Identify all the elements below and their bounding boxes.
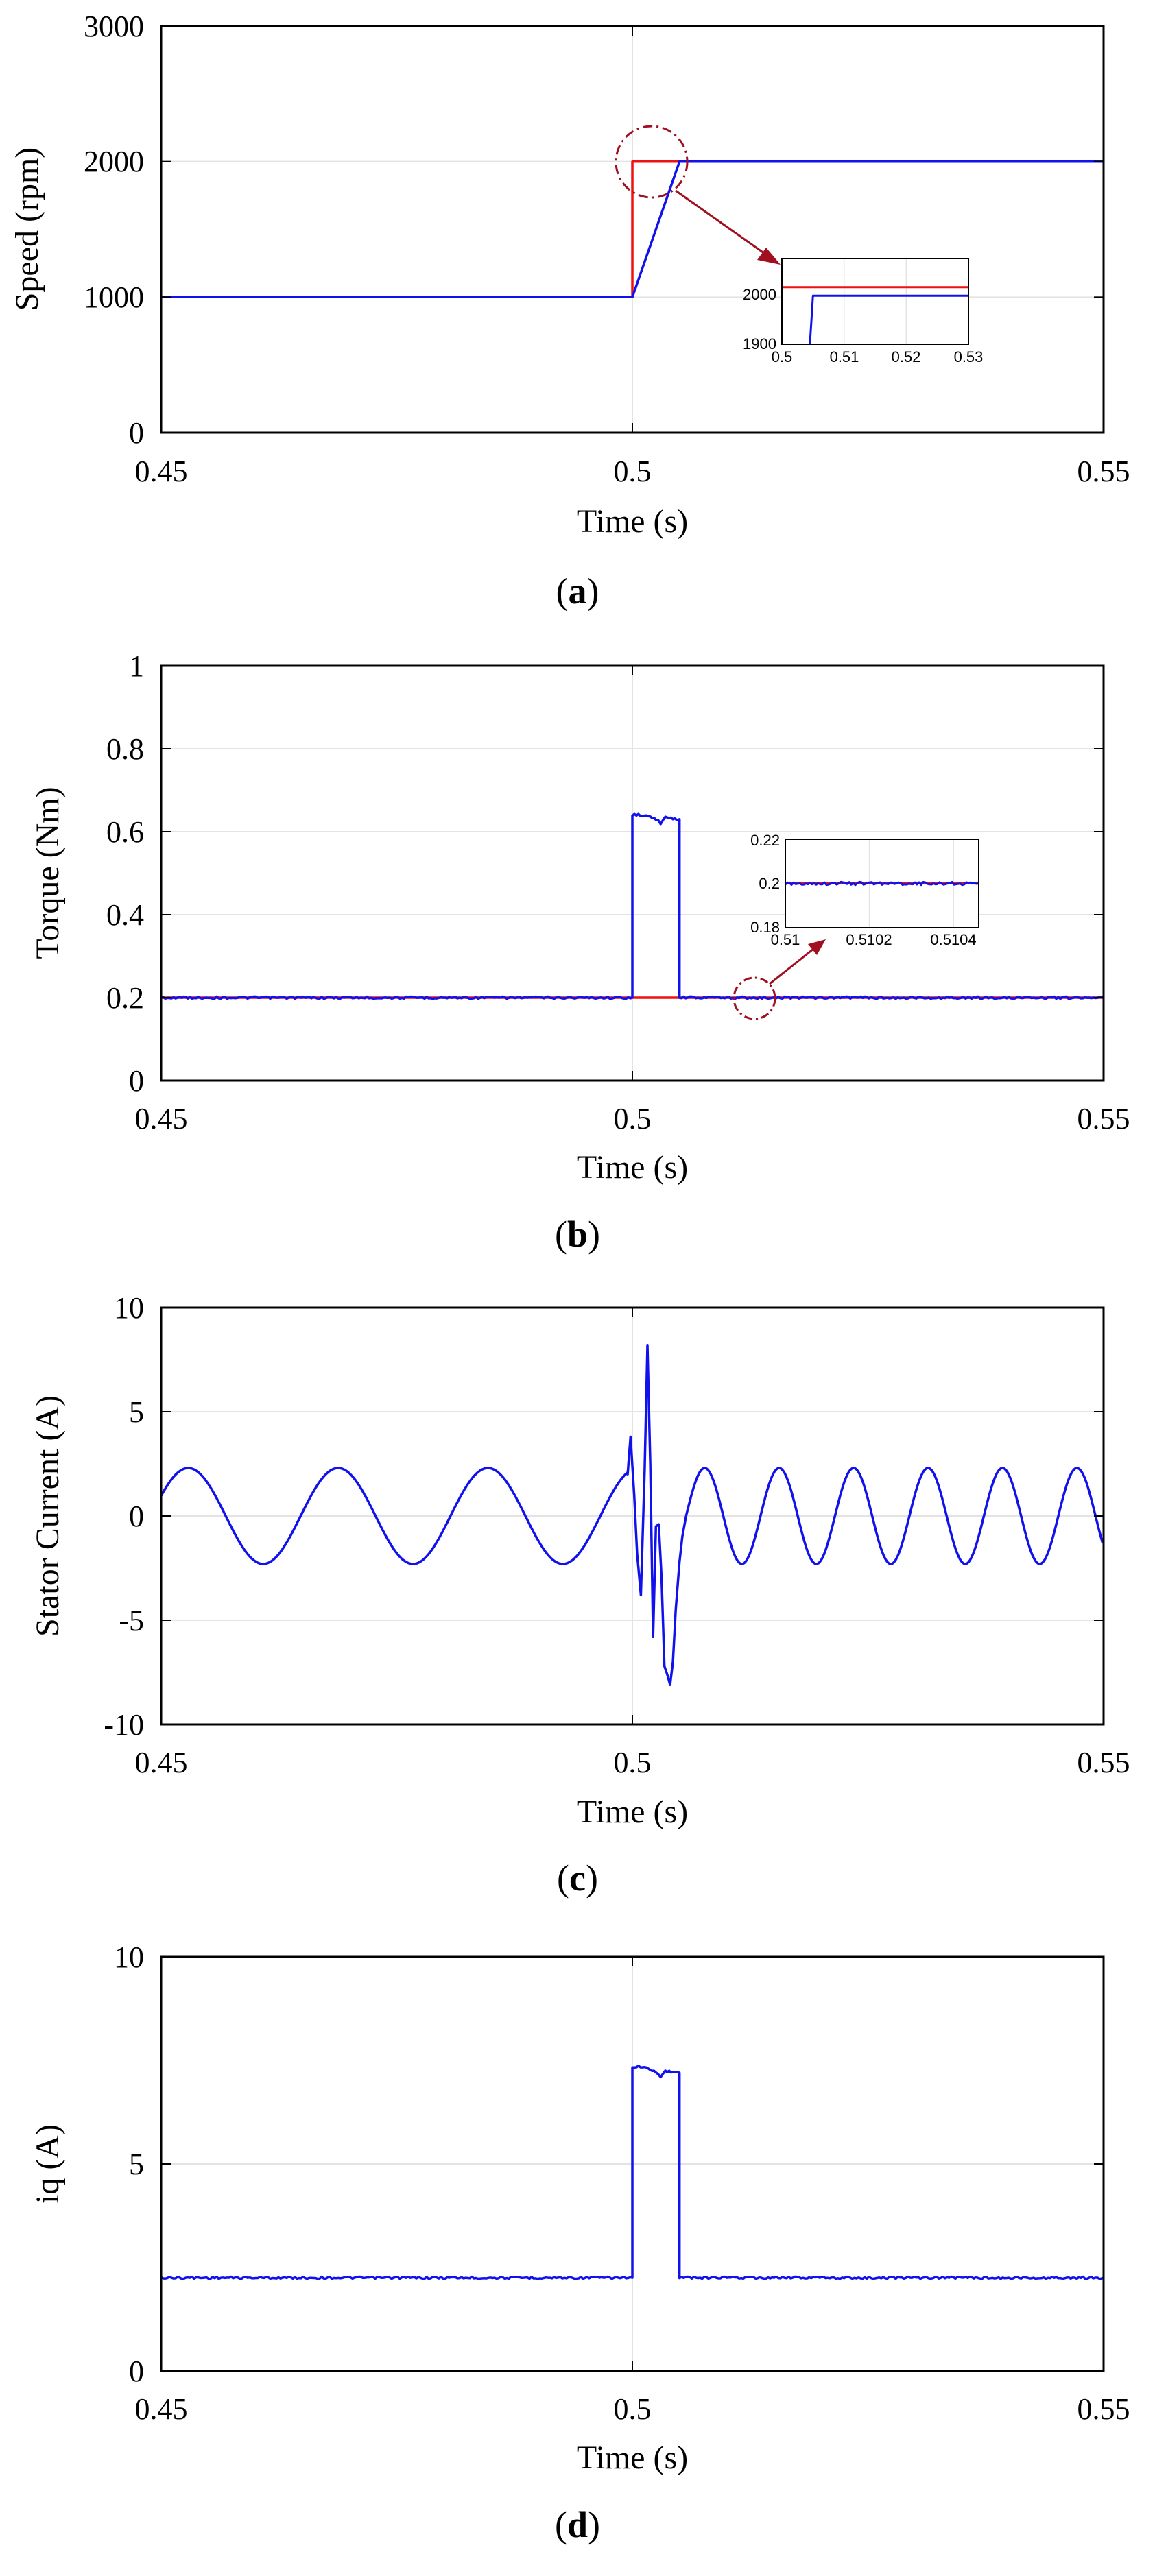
series-line-actual xyxy=(160,1343,1104,1686)
inset-x-tick-label: 0.51 xyxy=(771,931,800,948)
panel-a-speed: 0 1000 2000 3000 0.45 0.5 0.55 Time (s) … xyxy=(9,10,1130,612)
series-line-actual xyxy=(161,160,1104,299)
zoom-arrowhead xyxy=(808,939,826,955)
panel-caption-letter: a xyxy=(569,570,587,612)
y-tick-label: 1000 xyxy=(84,280,144,314)
x-tick-label: 0.55 xyxy=(1077,1746,1130,1779)
y-tick-label: 0.2 xyxy=(106,981,144,1015)
y-tick-label: -10 xyxy=(104,1708,144,1742)
panel-caption-letter: d xyxy=(567,2504,588,2545)
axis-ticks xyxy=(160,25,1104,433)
y-tick-label: 3000 xyxy=(84,10,144,43)
zoom-arrow xyxy=(675,189,767,256)
y-axis-label: Stator Current (A) xyxy=(29,1395,66,1637)
axis-ticks xyxy=(160,1956,1104,2372)
zoom-callout xyxy=(615,125,781,265)
inset-x-tick-label: 0.53 xyxy=(954,348,984,365)
inset-series-group xyxy=(781,286,968,345)
inset-series-line-actual xyxy=(809,294,968,345)
x-tick-label: 0.45 xyxy=(135,1102,188,1135)
panel-caption-letter: c xyxy=(569,1857,586,1899)
panel-caption: (d) xyxy=(555,2504,600,2545)
series-group xyxy=(160,1343,1104,1686)
series-group xyxy=(160,812,1104,1000)
zoom-circle xyxy=(615,125,689,199)
grid xyxy=(160,1307,1104,1725)
x-tick-label: 0.55 xyxy=(1077,455,1130,488)
zoom-arrowhead xyxy=(757,248,781,265)
y-tick-label: 0 xyxy=(129,1500,144,1533)
y-tick-label: 10 xyxy=(114,1291,144,1325)
inset-y-tick-label: 0.2 xyxy=(759,875,780,892)
y-axis-label: Torque (Nm) xyxy=(29,786,66,959)
axis-ticks xyxy=(160,1307,1104,1725)
inset-y-tick-label: 0.18 xyxy=(750,919,780,936)
x-tick-label: 0.5 xyxy=(614,455,652,488)
x-tick-label: 0.5 xyxy=(614,2392,652,2426)
y-tick-label: 0.6 xyxy=(106,815,144,849)
y-tick-label: 0 xyxy=(129,1064,144,1098)
inset-frame xyxy=(785,839,979,928)
inset-series-line-actual xyxy=(784,880,979,887)
inset-series-line-reference xyxy=(781,286,968,344)
x-tick-label: 0.55 xyxy=(1077,1102,1130,1135)
x-tick-label: 0.45 xyxy=(135,1746,188,1779)
series-group xyxy=(161,160,1104,299)
inset-x-tick-label: 0.5102 xyxy=(846,931,892,948)
panel-c-stator-current: -10 -5 0 5 10 0.45 0.5 0.55 Time (s) Sta… xyxy=(29,1291,1130,1899)
y-tick-label: -5 xyxy=(119,1604,144,1637)
inset-y-tick-label: 0.22 xyxy=(750,832,780,849)
series-group xyxy=(160,2065,1104,2280)
x-tick-label: 0.45 xyxy=(135,455,188,488)
y-tick-label: 0.8 xyxy=(106,732,144,766)
series-line-actual xyxy=(160,812,1104,1000)
y-tick-label: 1 xyxy=(129,649,144,683)
x-axis-label: Time (s) xyxy=(577,1794,688,1830)
y-tick-label: 0 xyxy=(129,2355,144,2388)
x-axis-label: Time (s) xyxy=(577,503,688,540)
inset-y-tick-label: 1900 xyxy=(743,335,776,352)
y-axis-label: iq (A) xyxy=(29,2124,66,2204)
panel-caption-letter: b xyxy=(567,1214,588,1255)
inset-frame xyxy=(781,258,969,345)
inset: 0.18 0.2 0.22 0.51 0.5102 0.5104 xyxy=(750,832,979,948)
y-tick-label: 5 xyxy=(129,2147,144,2181)
panel-b-torque: 0 0.2 0.4 0.6 0.8 1 0.45 0.5 0.55 Time (… xyxy=(29,649,1130,1255)
inset-y-tick-label: 2000 xyxy=(743,286,776,303)
inset: 1900 2000 0.5 0.51 0.52 0.53 xyxy=(743,258,983,365)
series-line-actual xyxy=(160,2065,1104,2280)
inset-x-tick-label: 0.52 xyxy=(892,348,921,365)
y-tick-label: 2000 xyxy=(84,145,144,178)
y-tick-label: 10 xyxy=(114,1940,144,1974)
y-tick-label: 5 xyxy=(129,1395,144,1429)
x-axis-label: Time (s) xyxy=(577,1149,688,1185)
inset-x-tick-label: 0.5 xyxy=(772,348,793,365)
x-tick-label: 0.5 xyxy=(614,1102,652,1135)
x-tick-label: 0.55 xyxy=(1077,2392,1130,2426)
x-tick-label: 0.5 xyxy=(614,1746,652,1779)
y-axis-label: Speed (rpm) xyxy=(9,147,45,311)
axis-ticks xyxy=(160,665,1104,1081)
panel-caption: (b) xyxy=(555,1214,600,1255)
panel-caption: (c) xyxy=(557,1857,598,1899)
zoom-arrow xyxy=(769,948,814,985)
zoom-circle xyxy=(733,976,776,1020)
inset-x-tick-label: 0.5104 xyxy=(930,931,976,948)
y-tick-label: 0 xyxy=(129,416,144,450)
panel-caption: (a) xyxy=(556,570,599,612)
inset-series-group xyxy=(784,880,979,887)
inset-x-tick-label: 0.51 xyxy=(830,348,859,365)
x-tick-label: 0.45 xyxy=(135,2392,188,2426)
x-axis-label: Time (s) xyxy=(577,2440,688,2476)
panel-d-iq: 0 5 10 0.45 0.5 0.55 Time (s) iq (A) (d) xyxy=(29,1940,1130,2545)
zoom-callout xyxy=(733,939,826,1020)
y-tick-label: 0.4 xyxy=(106,898,144,932)
